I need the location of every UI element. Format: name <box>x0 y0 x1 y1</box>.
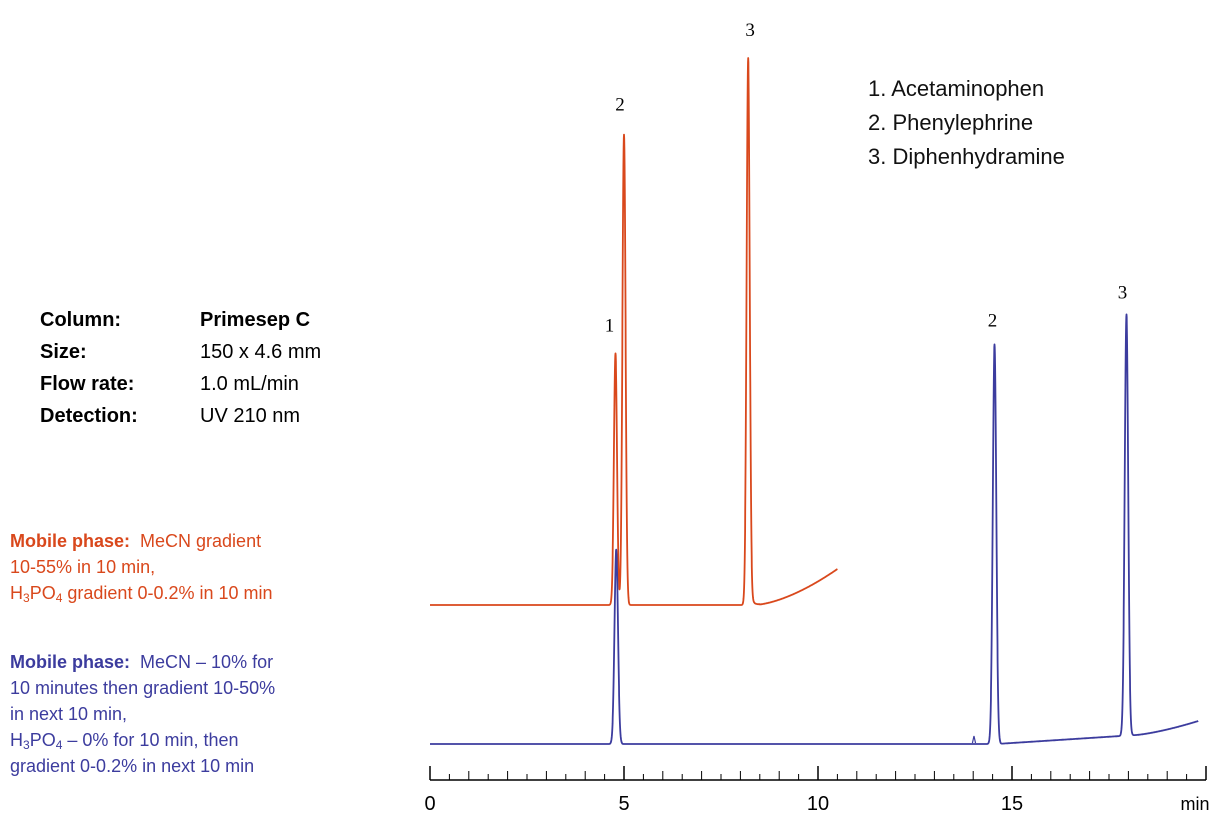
trace-1 <box>429 57 839 606</box>
trace-2 <box>429 313 1199 745</box>
mobile-phase-text: – 0% for 10 min, then <box>62 730 239 750</box>
x-tick-label: 15 <box>1001 793 1023 815</box>
mobile-phase-label: Mobile phase: <box>10 531 131 551</box>
formula-subscript: 4 <box>55 738 63 752</box>
condition-column: Column: Primesep C <box>40 304 321 336</box>
condition-value: Primesep C <box>200 309 311 331</box>
traces <box>429 57 1199 745</box>
mobile-phase-text: MeCN – 10% for <box>140 652 274 672</box>
condition-label: Flow rate: <box>40 373 135 395</box>
mobile-phase-label: Mobile phase: <box>10 652 131 672</box>
condition-value: 1.0 mL/min <box>200 373 299 395</box>
peak-label-1: 1 <box>605 315 615 336</box>
mobile-phase-2-line1: Mobile phase: MeCN – 10% for <box>10 649 275 675</box>
legend-item-3: 3. Diphenhydramine <box>868 144 1065 169</box>
formula-subscript: 4 <box>55 591 63 605</box>
formula-part: H <box>10 730 23 750</box>
mobile-phase-2-line3: in next 10 min, <box>10 704 128 724</box>
formula-part: PO <box>29 730 56 750</box>
condition-detection: Detection: UV 210 nm <box>40 400 321 432</box>
peak-label-2: 2 <box>615 95 625 116</box>
mobile-phase-text: gradient 0-0.2% in 10 min <box>62 583 273 603</box>
formula-subscript: 3 <box>23 591 30 605</box>
minor-peak <box>971 735 977 744</box>
mobile-phase-2-line2: 10 minutes then gradient 10-50% <box>10 678 276 698</box>
legend-item-2: 2. Phenylephrine <box>868 110 1034 135</box>
mobile-phase-text: MeCN gradient <box>140 531 262 551</box>
x-tick-label: 0 <box>424 793 435 815</box>
peak-label-3: 3 <box>1118 282 1128 303</box>
condition-label: Size: <box>40 341 87 363</box>
condition-label: Detection: <box>40 405 138 427</box>
mobile-phase-1-line2: 10-55% in 10 min, <box>10 557 156 577</box>
formula-part: H <box>10 583 23 603</box>
x-axis-unit: min <box>1180 794 1209 814</box>
legend-item-1: 1. Acetaminophen <box>868 76 1045 101</box>
peak-labels: 1 2 3 2 3 <box>605 20 1127 336</box>
mobile-phase-1-line3: H3PO4 gradient 0-0.2% in 10 min <box>10 580 273 606</box>
peak-label-3: 3 <box>745 20 755 41</box>
mobile-phase-1-line1: Mobile phase: MeCN gradient <box>10 528 273 554</box>
condition-size: Size: 150 x 4.6 mm <box>40 336 321 368</box>
peak-label-2: 2 <box>988 310 998 331</box>
legend: 1. Acetaminophen 2. Phenylephrine 3. Dip… <box>868 72 1065 174</box>
x-tick-label: 10 <box>807 793 829 815</box>
condition-value: UV 210 nm <box>200 405 301 427</box>
formula-subscript: 3 <box>23 738 30 752</box>
conditions-block: Column: Primesep C Size: 150 x 4.6 mm Fl… <box>40 304 321 432</box>
mobile-phase-2-line5: gradient 0-0.2% in next 10 min <box>10 756 255 776</box>
x-tick-label: 5 <box>618 793 629 815</box>
mobile-phase-2-line4: H3PO4 – 0% for 10 min, then <box>10 727 275 753</box>
mobile-phase-2: Mobile phase: MeCN – 10% for 10 minutes … <box>10 649 275 779</box>
formula-part: PO <box>29 583 56 603</box>
condition-label: Column: <box>40 309 122 331</box>
condition-flow-rate: Flow rate: 1.0 mL/min <box>40 368 321 400</box>
condition-value: 150 x 4.6 mm <box>200 341 322 363</box>
x-axis: 0 5 10 15 min <box>424 766 1210 815</box>
mobile-phase-1: Mobile phase: MeCN gradient 10-55% in 10… <box>10 528 273 606</box>
